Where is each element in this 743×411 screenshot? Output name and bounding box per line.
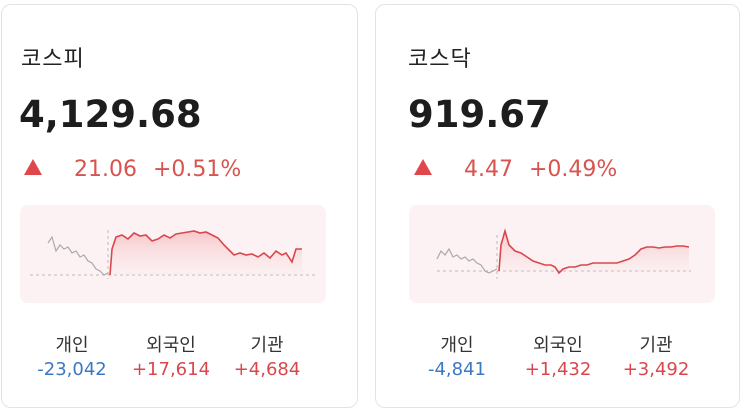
index-value: 4,129.68 bbox=[19, 93, 202, 136]
investor-institution: 기관 +3,492 bbox=[606, 331, 706, 380]
index-title: 코스피 bbox=[21, 47, 85, 72]
intraday-area bbox=[499, 231, 689, 273]
index-title: 코스닥 bbox=[408, 47, 472, 72]
premarket-line bbox=[436, 247, 498, 274]
intraday-area bbox=[110, 231, 302, 275]
intraday-sparkline bbox=[30, 230, 316, 279]
investor-label: 기관 bbox=[250, 335, 284, 356]
index-value: 919.67 bbox=[408, 93, 551, 136]
investor-label: 외국인 bbox=[533, 335, 583, 356]
investor-value: +3,492 bbox=[622, 359, 690, 380]
investor-individual: 개인 -23,042 bbox=[22, 331, 122, 380]
change-points: 21.06 bbox=[74, 157, 137, 182]
up-triangle-icon bbox=[24, 159, 42, 175]
investor-label: 개인 bbox=[440, 335, 474, 356]
intraday-line bbox=[498, 228, 690, 275]
intraday-chart[interactable] bbox=[20, 205, 326, 303]
kospi-card[interactable]: 코스피 4,129.68 21.06 +0.51% 개인 -23,042 외국인 … bbox=[1, 4, 358, 408]
change-percent: +0.51% bbox=[152, 157, 242, 182]
investor-value: +1,432 bbox=[524, 359, 592, 380]
intraday-line bbox=[109, 230, 302, 276]
investor-label: 기관 bbox=[639, 335, 673, 356]
up-triangle-icon bbox=[414, 159, 432, 175]
investor-label: 외국인 bbox=[146, 335, 196, 356]
intraday-chart[interactable] bbox=[409, 205, 715, 303]
investor-value: +4,684 bbox=[233, 359, 301, 380]
investor-foreign: 외국인 +17,614 bbox=[121, 331, 221, 380]
intraday-sparkline bbox=[436, 228, 691, 279]
investor-institution: 기관 +4,684 bbox=[217, 331, 317, 380]
investor-foreign: 외국인 +1,432 bbox=[508, 331, 608, 380]
change-points: 4.47 bbox=[464, 157, 513, 182]
investor-label: 개인 bbox=[55, 335, 89, 356]
premarket-line bbox=[47, 235, 109, 276]
kosdaq-card[interactable]: 코스닥 919.67 4.47 +0.49% 개인 -4,841 외국인 +1,4… bbox=[375, 4, 740, 408]
change-percent: +0.49% bbox=[528, 157, 618, 182]
investor-individual: 개인 -4,841 bbox=[407, 331, 507, 380]
index-change: 21.06 +0.51% bbox=[24, 157, 241, 182]
index-change: 4.47 +0.49% bbox=[414, 157, 617, 182]
investor-value: -23,042 bbox=[37, 359, 107, 380]
investor-value: -4,841 bbox=[427, 359, 487, 380]
investor-value: +17,614 bbox=[131, 359, 211, 380]
